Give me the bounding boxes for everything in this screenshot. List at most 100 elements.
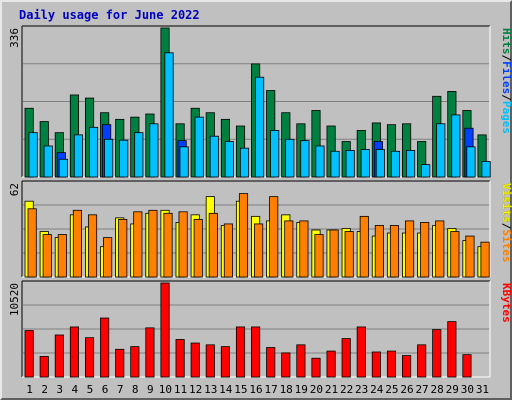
- bar-pages-17: [270, 130, 280, 178]
- x-tick-label-4: 4: [72, 383, 79, 396]
- x-tick-label-8: 8: [132, 383, 139, 396]
- legend-entry: /: [500, 55, 512, 62]
- panel-visits-sites-ymax-label: 62: [8, 183, 21, 196]
- x-tick-label-21: 21: [325, 383, 338, 396]
- bar-pages-26: [406, 149, 416, 178]
- panel-hits-files-pages-legend: Hits/Files/Pages: [500, 28, 512, 134]
- x-tick-label-22: 22: [340, 383, 353, 396]
- bar-kbytes-22: [341, 338, 351, 378]
- bar-kbytes-13: [205, 344, 215, 378]
- bar-kbytes-29: [447, 321, 457, 378]
- bar-kbytes-24: [371, 351, 381, 378]
- bar-sites-5: [87, 214, 98, 278]
- x-tick-label-14: 14: [219, 383, 233, 396]
- bar-kbytes-25: [386, 350, 397, 378]
- x-tick-label-26: 26: [400, 383, 413, 396]
- x-tick-label-13: 13: [204, 383, 217, 396]
- bar-sites-8: [133, 211, 143, 278]
- bar-kbytes-15: [235, 326, 246, 378]
- bar-kbytes-19: [296, 344, 306, 378]
- bar-sites-30: [465, 235, 475, 278]
- bar-pages-23: [360, 149, 370, 178]
- bar-pages-5: [88, 126, 99, 178]
- bar-sites-12: [193, 218, 203, 278]
- bar-pages-1: [28, 132, 38, 178]
- legend-entry: KBytes: [500, 283, 512, 323]
- x-tick-label-23: 23: [355, 383, 368, 396]
- bar-kbytes-6: [100, 317, 110, 378]
- bar-kbytes-23: [356, 326, 366, 378]
- bar-kbytes-27: [417, 344, 427, 378]
- x-tick-label-2: 2: [41, 383, 48, 396]
- bar-sites-25: [389, 225, 400, 278]
- bar-sites-23: [359, 215, 369, 278]
- bar-kbytes-9: [145, 327, 155, 378]
- bar-kbytes-14: [220, 346, 230, 378]
- x-tick-label-16: 16: [249, 383, 262, 396]
- bar-kbytes-2: [39, 356, 49, 378]
- bar-pages-31: [481, 161, 491, 178]
- bar-pages-25: [390, 150, 401, 178]
- legend-entry: Pages: [500, 101, 512, 134]
- legend-entry: /: [500, 223, 512, 230]
- bar-sites-7: [118, 218, 128, 278]
- bar-kbytes-30: [462, 354, 472, 378]
- panel-kbytes-legend: KBytes: [500, 283, 512, 323]
- bar-sites-19: [299, 220, 309, 278]
- x-tick-label-9: 9: [147, 383, 154, 396]
- bar-pages-16: [255, 76, 265, 178]
- bar-kbytes-1: [24, 330, 34, 378]
- bar-sites-16: [254, 223, 264, 278]
- bar-pages-18: [285, 138, 295, 178]
- bar-kbytes-17: [266, 347, 276, 378]
- x-tick-label-3: 3: [56, 383, 63, 396]
- bar-pages-12: [194, 116, 204, 178]
- bar-sites-2: [42, 234, 52, 278]
- bar-kbytes-20: [311, 357, 321, 378]
- x-tick-label-12: 12: [189, 383, 202, 396]
- x-tick-label-11: 11: [174, 383, 187, 396]
- bar-sites-11: [178, 211, 188, 278]
- x-tick-label-25: 25: [385, 383, 398, 396]
- x-tick-label-29: 29: [446, 383, 459, 396]
- bar-pages-21: [330, 150, 340, 178]
- legend-entry: Hits: [500, 28, 512, 55]
- x-tick-label-30: 30: [461, 383, 474, 396]
- bar-kbytes-26: [402, 355, 412, 378]
- bar-pages-7: [119, 139, 129, 178]
- bar-sites-22: [344, 231, 354, 278]
- x-tick-label-20: 20: [310, 383, 323, 396]
- x-tick-label-1: 1: [26, 383, 33, 396]
- bar-sites-29: [450, 231, 460, 278]
- x-tick-label-18: 18: [280, 383, 293, 396]
- bar-sites-9: [148, 209, 158, 278]
- bar-sites-21: [329, 229, 339, 278]
- bar-kbytes-7: [115, 348, 125, 378]
- bar-pages-3: [58, 158, 68, 178]
- bar-sites-4: [72, 209, 82, 278]
- bar-sites-28: [435, 220, 445, 278]
- bar-pages-14: [224, 141, 234, 178]
- legend-entry: Visits: [500, 183, 512, 223]
- x-tick-label-31: 31: [476, 383, 489, 396]
- x-tick-label-24: 24: [370, 383, 384, 396]
- panel-kbytes-ymax-label: 10520: [8, 283, 21, 316]
- bar-pages-11: [179, 146, 189, 178]
- bar-pages-8: [134, 132, 144, 178]
- bar-pages-10: [164, 52, 174, 178]
- x-tick-label-27: 27: [415, 383, 428, 396]
- bar-pages-4: [73, 134, 83, 178]
- bar-pages-13: [209, 135, 219, 178]
- bar-sites-15: [238, 193, 249, 278]
- bar-sites-13: [208, 212, 218, 278]
- bar-sites-31: [480, 241, 490, 278]
- bar-kbytes-3: [54, 334, 64, 378]
- bar-pages-15: [239, 147, 250, 178]
- bar-sites-26: [405, 220, 415, 278]
- x-tick-label-19: 19: [295, 383, 308, 396]
- panel-hits-files-pages-ymax-label: 336: [8, 28, 21, 48]
- bar-kbytes-21: [326, 350, 336, 378]
- bar-sites-3: [57, 234, 67, 278]
- bar-kbytes-18: [281, 352, 291, 378]
